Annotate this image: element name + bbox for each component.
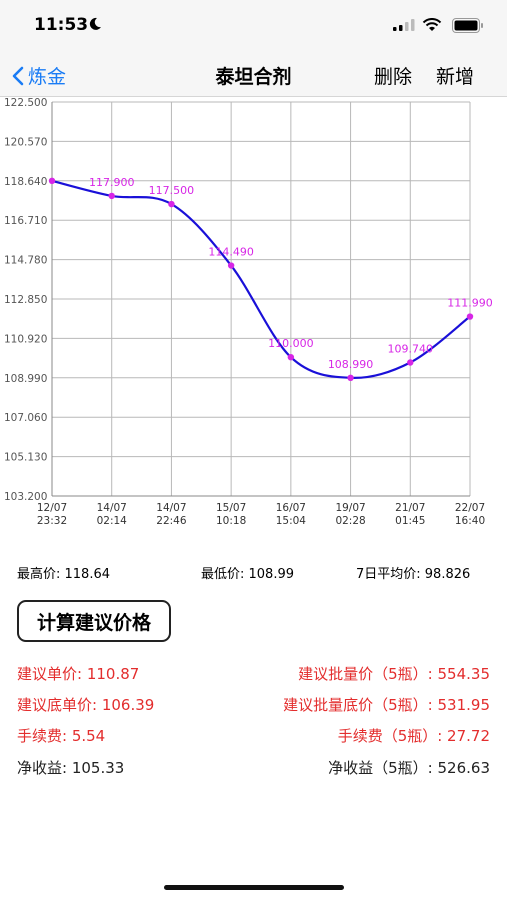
x-tick-label: 22/07 bbox=[455, 502, 485, 514]
x-tick-label: 14/07 bbox=[156, 502, 186, 514]
net-income-label: 净收益: 105.33 bbox=[17, 759, 125, 777]
data-point bbox=[347, 374, 354, 381]
data-label: 111.990 bbox=[447, 297, 493, 310]
page-title: 泰坦合剂 bbox=[215, 66, 292, 88]
suggested-unit-price: 建议单价: 110.87 bbox=[17, 665, 140, 683]
moon-icon bbox=[89, 17, 101, 30]
delete-button[interactable]: 删除 bbox=[374, 66, 413, 88]
y-tick-label: 116.710 bbox=[4, 215, 47, 227]
y-tick-label: 114.780 bbox=[4, 255, 47, 267]
data-label: 117.900 bbox=[89, 176, 135, 189]
back-label: 炼金 bbox=[28, 66, 67, 88]
x-tick-label: 12/07 bbox=[37, 502, 67, 514]
x-tick-label: 23:32 bbox=[37, 515, 67, 527]
data-label: 117.500 bbox=[149, 184, 195, 197]
y-tick-label: 107.060 bbox=[4, 412, 47, 424]
y-tick-label: 122.500 bbox=[4, 97, 47, 109]
y-tick-label: 105.130 bbox=[4, 452, 47, 464]
x-tick-label: 14/07 bbox=[97, 502, 127, 514]
data-point bbox=[108, 192, 115, 200]
y-tick-label: 118.640 bbox=[4, 176, 47, 188]
x-tick-label: 15:04 bbox=[276, 515, 307, 527]
suggested-batch-price: 建议批量价（5瓶）: 554.35 bbox=[298, 665, 490, 683]
y-tick-label: 103.200 bbox=[4, 491, 47, 503]
data-label: 110.000 bbox=[268, 337, 314, 350]
suggested-floor-batch-price: 建议批量底价（5瓶）: 531.95 bbox=[283, 696, 490, 714]
data-label: 109.740 bbox=[388, 342, 434, 355]
price-chart: 122.500 120.570 118.640 116.710 114.780 112.8… bbox=[4, 97, 493, 527]
series-line bbox=[51, 179, 471, 379]
x-tick-label: 16/07 bbox=[276, 502, 306, 514]
y-tick-label: 108.990 bbox=[4, 373, 47, 385]
calculate-price-button[interactable]: 计算建议价格 bbox=[17, 600, 171, 642]
x-tick-label: 16:40 bbox=[455, 515, 485, 527]
wifi-icon bbox=[422, 18, 442, 31]
data-label: 114.490 bbox=[208, 246, 254, 259]
x-tick-label: 19/07 bbox=[335, 502, 365, 514]
fee-label: 手续费: 5.54 bbox=[17, 727, 106, 745]
x-tick-label: 02:14 bbox=[97, 515, 128, 527]
top-bar: 11:53 炼金 泰坦合剂 删除 新增 bbox=[0, 0, 507, 97]
back-button[interactable]: 炼金 bbox=[12, 62, 66, 89]
home-indicator bbox=[164, 885, 344, 890]
fee-batch-label: 手续费（5瓶）: 27.72 bbox=[337, 727, 490, 745]
data-point bbox=[227, 262, 235, 269]
max-price-label: 最高价: 118.64 bbox=[17, 567, 110, 582]
x-tick-label: 10:18 bbox=[216, 515, 246, 527]
data-point bbox=[407, 359, 414, 366]
status-time: 11:53 bbox=[34, 15, 89, 35]
data-point bbox=[48, 177, 56, 184]
add-button[interactable]: 新增 bbox=[436, 66, 475, 88]
x-tick-label: 22:46 bbox=[156, 515, 187, 527]
x-tick-label: 15/07 bbox=[216, 502, 246, 514]
data-point bbox=[466, 313, 474, 320]
x-tick-label: 21/07 bbox=[395, 502, 425, 514]
min-price-label: 最低价: 108.99 bbox=[201, 567, 294, 582]
y-tick-label: 112.850 bbox=[4, 294, 47, 306]
suggested-floor-unit-price: 建议底单价: 106.39 bbox=[17, 696, 155, 714]
y-tick-label: 120.570 bbox=[4, 136, 47, 148]
signal-icon bbox=[393, 19, 415, 31]
avg-price-label: 7日平均价: 98.826 bbox=[356, 567, 471, 582]
data-point bbox=[287, 353, 295, 361]
data-label: 108.990 bbox=[328, 358, 374, 371]
x-tick-label: 01:45 bbox=[395, 515, 425, 527]
x-tick-label: 02:28 bbox=[335, 515, 365, 527]
net-income-batch-label: 净收益（5瓶）: 526.63 bbox=[328, 759, 490, 777]
data-point bbox=[168, 200, 175, 208]
battery-icon bbox=[452, 18, 483, 33]
y-tick-label: 110.920 bbox=[4, 333, 47, 345]
chevron-left-icon bbox=[12, 66, 24, 85]
